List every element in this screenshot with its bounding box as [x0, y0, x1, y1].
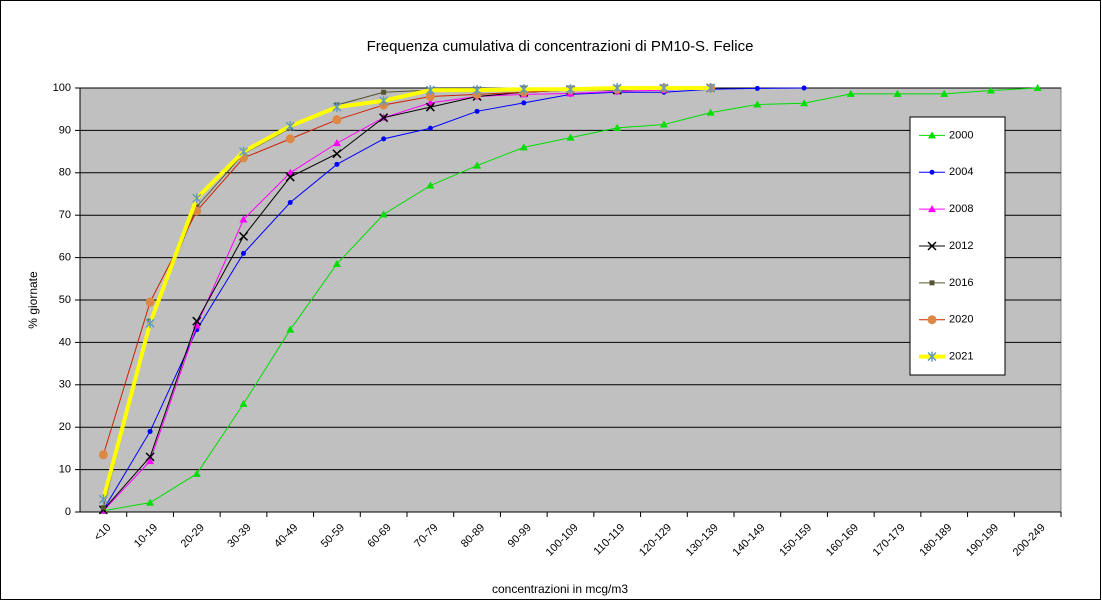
marker [928, 205, 936, 213]
marker [473, 161, 482, 169]
series-line [102, 87, 805, 511]
marker [192, 193, 202, 204]
marker [147, 428, 153, 434]
chart-title: Frequenza cumulativa di concentrazioni d… [367, 38, 754, 55]
y-tick-label: 100 [53, 82, 71, 94]
marker [474, 108, 480, 114]
marker [472, 85, 482, 96]
marker [332, 149, 342, 159]
y-tick-label: 60 [59, 252, 71, 264]
marker [940, 89, 949, 97]
legend-label: 2020 [949, 314, 973, 326]
marker [927, 241, 937, 251]
marker [425, 85, 435, 96]
marker [192, 469, 201, 477]
marker [332, 259, 341, 267]
marker [145, 452, 155, 462]
series-line [101, 86, 711, 500]
marker [927, 315, 937, 325]
marker [145, 297, 155, 307]
series [99, 84, 1042, 514]
marker [425, 102, 435, 112]
marker [986, 86, 995, 94]
marker [928, 131, 936, 139]
marker [425, 91, 435, 101]
marker [379, 113, 389, 123]
marker [286, 325, 295, 333]
y-tick-label: 30 [59, 379, 71, 391]
marker [285, 134, 295, 144]
marker [519, 143, 528, 151]
x-axis-label: concentrazioni in mcg/m3 [492, 582, 628, 596]
y-tick-label: 10 [59, 464, 71, 476]
series [98, 83, 716, 505]
y-tick-label: 20 [59, 421, 71, 433]
marker [100, 505, 106, 511]
marker [801, 85, 807, 91]
marker [239, 215, 248, 223]
marker [146, 457, 155, 465]
marker [332, 102, 342, 113]
marker [285, 172, 295, 182]
marker [332, 139, 341, 147]
marker [146, 498, 155, 506]
legend-label: 2016 [949, 277, 973, 289]
y-tick-label: 0 [65, 506, 71, 518]
legend-label: 2012 [949, 240, 973, 252]
legend-label: 2008 [949, 203, 973, 215]
marker [929, 280, 935, 286]
marker [659, 83, 669, 93]
legend-label: 2004 [949, 166, 973, 178]
marker [659, 120, 668, 128]
marker [379, 210, 388, 218]
legend-label: 2000 [949, 129, 973, 141]
marker [285, 121, 295, 132]
marker [565, 84, 576, 95]
marker [239, 399, 248, 407]
y-tick-label: 70 [59, 209, 71, 221]
marker [381, 136, 387, 142]
y-tick-label: 90 [59, 124, 71, 136]
marker [927, 351, 937, 362]
marker [566, 133, 575, 141]
marker [192, 316, 202, 326]
marker [800, 99, 809, 107]
marker [753, 100, 762, 108]
marker [706, 108, 715, 116]
marker [521, 100, 527, 106]
marker [426, 181, 435, 189]
marker [145, 318, 155, 329]
legend-label: 2021 [949, 350, 973, 362]
marker [98, 450, 108, 460]
marker [846, 89, 855, 97]
marker [287, 199, 293, 205]
marker [754, 85, 760, 91]
marker [381, 89, 387, 95]
y-axis-label: % giornate [26, 271, 40, 329]
marker [612, 83, 622, 93]
marker [929, 169, 935, 175]
marker [241, 250, 246, 256]
marker [238, 231, 249, 241]
y-tick-label: 50 [59, 294, 71, 306]
marker [379, 95, 389, 106]
y-tick-label: 80 [59, 167, 71, 179]
marker [238, 146, 249, 157]
marker [334, 161, 340, 167]
marker [613, 123, 622, 131]
marker [1033, 84, 1042, 91]
marker [519, 84, 529, 95]
y-tick-label: 40 [59, 336, 71, 348]
marker [427, 125, 433, 131]
marker [332, 115, 342, 125]
marker [893, 89, 902, 97]
marker [706, 83, 716, 93]
marker [98, 494, 108, 505]
